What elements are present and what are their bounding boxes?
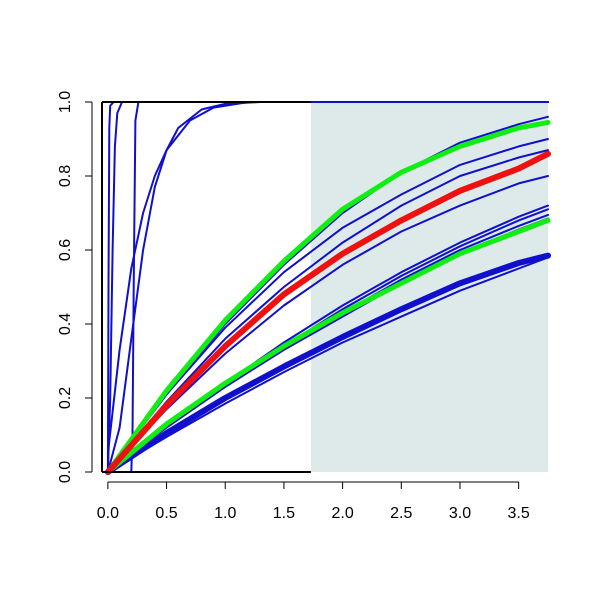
series-line-5 xyxy=(106,101,549,473)
x-tick-label: 1.5 xyxy=(273,505,295,522)
x-tick-label: 2.5 xyxy=(390,505,412,522)
x-tick-label: 1.0 xyxy=(214,505,236,522)
x-tick-label: 3.0 xyxy=(449,505,471,522)
y-tick-label: 0.0 xyxy=(57,461,74,483)
series-line-15 xyxy=(106,256,549,473)
x-tick-label: 0.0 xyxy=(97,505,119,522)
series-line-14 xyxy=(104,252,551,475)
y-tick-label: 0.6 xyxy=(57,239,74,261)
series-line-18 xyxy=(104,150,551,475)
series-line-4 xyxy=(106,101,549,455)
y-tick-label: 0.4 xyxy=(57,313,74,335)
x-tick-label: 3.5 xyxy=(508,505,530,522)
series-line-8 xyxy=(106,175,549,473)
series-line-17 xyxy=(105,217,551,475)
y-tick-label: 1.0 xyxy=(57,91,74,113)
shaded-region xyxy=(310,102,548,472)
y-tick-label: 0.2 xyxy=(57,387,74,409)
x-tick-label: 0.5 xyxy=(155,505,177,522)
series-layer xyxy=(104,101,551,475)
shaded-region-layer xyxy=(310,102,548,472)
series-line-9 xyxy=(106,149,549,473)
series-line-16 xyxy=(105,119,551,475)
axes-layer: 0.0 0.5 1.0 1.5 2.0 2.5 3.0 3.5 0.0 0.2 0.4 0.6 0.8 1… xyxy=(57,91,530,522)
x-tick-label: 2.0 xyxy=(331,505,353,522)
y-tick-label: 0.8 xyxy=(57,165,74,187)
